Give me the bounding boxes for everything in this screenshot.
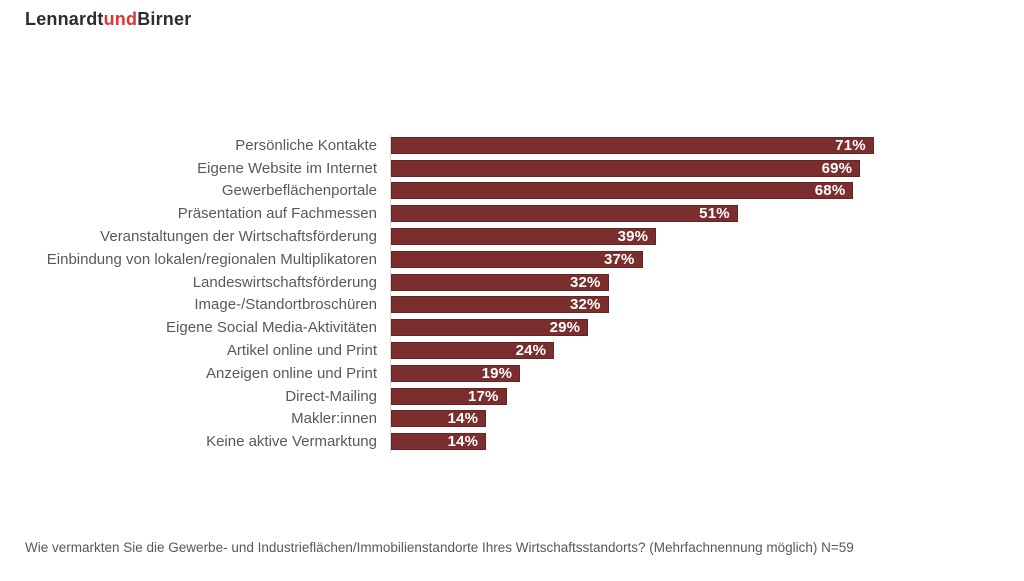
bar: 71% bbox=[391, 136, 874, 154]
bar-track: 39% bbox=[390, 225, 1024, 248]
value-label: 24% bbox=[515, 342, 547, 360]
chart-row: Persönliche Kontakte 71% bbox=[0, 134, 1024, 157]
bar: 29% bbox=[391, 319, 589, 337]
bar: 19% bbox=[391, 364, 521, 382]
logo-part-lennardt: Lennardt bbox=[25, 9, 104, 29]
chart-row: Gewerbeflächenportale 68% bbox=[0, 179, 1024, 203]
bar-track: 32% bbox=[390, 270, 1024, 294]
value-label: 51% bbox=[699, 205, 730, 223]
bar-track: 14% bbox=[390, 430, 1024, 454]
bar: 17% bbox=[391, 387, 507, 405]
bar: 32% bbox=[391, 273, 609, 291]
chart-row: Präsentation auf Fachmessen 51% bbox=[0, 202, 1024, 226]
category-label: Präsentation auf Fachmessen bbox=[177, 205, 377, 223]
value-label: 32% bbox=[569, 296, 601, 314]
chart-row: Image-/Standortbroschüren 32% bbox=[0, 293, 1024, 317]
value-label: 39% bbox=[617, 228, 649, 246]
category-label: Persönliche Kontakte bbox=[235, 136, 377, 154]
horizontal-bar-chart: Persönliche Kontakte 71% Eigene Website im… bbox=[0, 134, 1024, 454]
chart-row: Anzeigen online und Print 19% bbox=[0, 361, 1024, 385]
bar: 51% bbox=[391, 205, 738, 223]
bar-track: 51% bbox=[390, 202, 1024, 226]
bar: 37% bbox=[391, 250, 643, 268]
value-label: 69% bbox=[821, 159, 853, 177]
bar: 14% bbox=[391, 410, 487, 428]
bar: 68% bbox=[391, 182, 854, 200]
bar-track: 71% bbox=[390, 134, 1024, 157]
logo-part-und: und bbox=[103, 9, 138, 29]
chart-row: Einbindung von lokalen/regionalen Multip… bbox=[0, 247, 1024, 271]
chart-row: Eigene Social Media-Aktivitäten 29% bbox=[0, 316, 1024, 340]
bar: 14% bbox=[391, 433, 487, 451]
bar-track: 68% bbox=[390, 179, 1024, 203]
bar-track: 24% bbox=[390, 339, 1024, 362]
bar-track: 17% bbox=[390, 384, 1024, 408]
bar-track: 32% bbox=[390, 293, 1024, 317]
bar: 32% bbox=[391, 296, 609, 314]
value-label: 14% bbox=[447, 410, 479, 428]
chart-row: Direct-Mailing 17% bbox=[0, 384, 1024, 408]
bar-track: 69% bbox=[390, 156, 1024, 180]
bar-track: 29% bbox=[390, 316, 1024, 340]
category-label: Eigene Social Media-Aktivitäten bbox=[166, 319, 377, 337]
chart-row: Veranstaltungen der Wirtschaftsförderung… bbox=[0, 225, 1024, 248]
category-label: Eigene Website im Internet bbox=[197, 159, 377, 177]
category-label: Image-/Standortbroschüren bbox=[194, 296, 377, 314]
value-label: 68% bbox=[814, 182, 846, 200]
survey-question-note: Wie vermarkten Sie die Gewerbe- und Indu… bbox=[25, 540, 854, 555]
logo-part-birner: Birner bbox=[137, 9, 192, 29]
bar: 39% bbox=[391, 228, 657, 246]
chart-row: Eigene Website im Internet 69% bbox=[0, 156, 1024, 180]
category-label: Anzeigen online und Print bbox=[206, 364, 377, 382]
chart-row: Keine aktive Vermarktung 14% bbox=[0, 430, 1024, 454]
category-label: Artikel online und Print bbox=[226, 342, 377, 360]
value-label: 37% bbox=[603, 250, 635, 268]
value-label: 19% bbox=[481, 364, 513, 382]
chart-row: Landeswirtschaftsförderung 32% bbox=[0, 270, 1024, 294]
bar-track: 14% bbox=[390, 407, 1024, 431]
category-label: Landeswirtschaftsförderung bbox=[192, 273, 377, 291]
logo: LennardtundBirner bbox=[25, 9, 191, 30]
category-label: Veranstaltungen der Wirtschaftsförderung bbox=[100, 228, 377, 246]
category-label: Makler:innen bbox=[291, 410, 377, 428]
category-label: Gewerbeflächenportale bbox=[221, 182, 377, 200]
value-label: 32% bbox=[569, 273, 601, 291]
bar: 69% bbox=[391, 159, 861, 177]
value-label: 29% bbox=[549, 319, 581, 337]
value-label: 14% bbox=[447, 433, 479, 451]
category-label: Keine aktive Vermarktung bbox=[206, 433, 377, 451]
category-label: Einbindung von lokalen/regionalen Multip… bbox=[46, 250, 377, 268]
value-label: 17% bbox=[467, 387, 499, 405]
chart-row: Artikel online und Print 24% bbox=[0, 339, 1024, 362]
chart-row: Makler:innen 14% bbox=[0, 407, 1024, 431]
value-label: 71% bbox=[835, 136, 866, 154]
category-label: Direct-Mailing bbox=[285, 387, 377, 405]
bar-track: 37% bbox=[390, 247, 1024, 271]
bar: 24% bbox=[391, 342, 555, 360]
bar-track: 19% bbox=[390, 361, 1024, 385]
